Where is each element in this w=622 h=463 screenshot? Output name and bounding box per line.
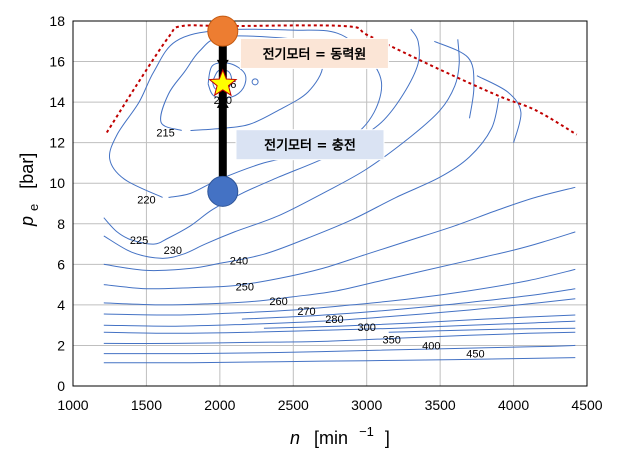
- y-axis-title: p e [bar]: [17, 153, 42, 227]
- arrow-head-down: [216, 59, 229, 70]
- contour-label: 230: [164, 245, 182, 257]
- contour-line: [103, 268, 576, 316]
- contour-line: [434, 40, 475, 119]
- optimum-star-marker: [208, 68, 238, 97]
- y-tick-label: 0: [57, 378, 65, 394]
- contour-line: [103, 357, 576, 364]
- contour-line: [207, 62, 247, 99]
- x-tick-label: 3500: [425, 397, 456, 413]
- contour-line: [251, 78, 259, 86]
- contour-label: 260: [269, 296, 287, 308]
- contour-line: [103, 331, 576, 344]
- contour-lines: [103, 28, 576, 364]
- start-point-marker: [207, 15, 239, 47]
- contour-line: [103, 231, 576, 306]
- x-tick-label: 4500: [571, 397, 602, 413]
- y-axis-unit: [bar]: [17, 153, 37, 189]
- y-tick-label: 2: [57, 337, 65, 353]
- contour-line: [103, 298, 576, 327]
- x-axis-title: n [min −1 ]: [290, 420, 390, 448]
- x-tick-label: 4000: [498, 397, 529, 413]
- callout-box: [239, 37, 389, 69]
- contour-label: 300: [358, 322, 376, 334]
- y-tick-label: 14: [49, 94, 65, 110]
- y-tick-label: 10: [49, 175, 65, 191]
- full-load-limit-curve: [105, 24, 578, 136]
- callout-box: [235, 129, 385, 161]
- y-axis-var: p: [17, 216, 37, 227]
- end-point-marker: [207, 175, 239, 207]
- callout-text: 전기모터 = 충전: [264, 138, 356, 154]
- contour-label: 220: [137, 194, 155, 206]
- contour-line: [103, 186, 576, 290]
- y-tick-label: 6: [57, 256, 65, 272]
- contour-line: [241, 288, 576, 320]
- contour-line: [108, 28, 383, 198]
- callout-text: 전기모터 = 동력원: [263, 46, 367, 62]
- contour-labels: 2062102152202252302402502602702803003504…: [130, 79, 485, 361]
- y-tick-labels: 0 2 4 6 8 10 12 14 16 18: [49, 13, 65, 394]
- contour-line: [388, 327, 576, 333]
- contour-label: 400: [422, 340, 440, 352]
- arrow-head-up: [216, 97, 229, 108]
- x-tick-label: 1000: [57, 397, 88, 413]
- x-tick-label: 2500: [278, 397, 309, 413]
- x-axis-var: n: [290, 428, 300, 448]
- contour-line: [103, 97, 500, 272]
- x-axis-unit: [min: [314, 428, 348, 448]
- x-tick-label: 3000: [351, 397, 382, 413]
- contour-line: [263, 314, 576, 329]
- plot-frame: [72, 20, 588, 387]
- contour-label: 215: [156, 128, 174, 140]
- y-tick-label: 16: [49, 54, 65, 70]
- x-tick-labels: 1000 1500 2000 2500 3000 3500 4000 4500: [57, 397, 602, 413]
- contour-line: [476, 75, 522, 143]
- y-axis-sub: e: [26, 204, 41, 211]
- x-tick-label: 2000: [204, 397, 235, 413]
- x-axis-exp: −1: [359, 424, 374, 439]
- x-tick-label: 1500: [131, 397, 162, 413]
- contour-label: 270: [297, 306, 315, 318]
- contour-line: [103, 344, 576, 355]
- y-tick-label: 12: [49, 135, 65, 151]
- contour-line: [103, 320, 576, 334]
- y-tick-label: 8: [57, 216, 65, 232]
- operating-points: [207, 15, 239, 207]
- contour-label: 240: [230, 255, 248, 267]
- contour-label: 350: [383, 334, 401, 346]
- contour-label: 250: [236, 282, 254, 294]
- contour-line: [103, 28, 421, 245]
- operating-shift-arrow: [216, 45, 229, 182]
- limit-curve-line: [105, 24, 578, 136]
- contour-line: [103, 39, 460, 259]
- contour-label: 450: [466, 349, 484, 361]
- y-tick-label: 4: [57, 297, 65, 313]
- contour-label: 225: [130, 235, 148, 247]
- y-tick-label: 18: [49, 13, 65, 29]
- contour-label: 280: [325, 314, 343, 326]
- x-axis-close: ]: [385, 428, 390, 448]
